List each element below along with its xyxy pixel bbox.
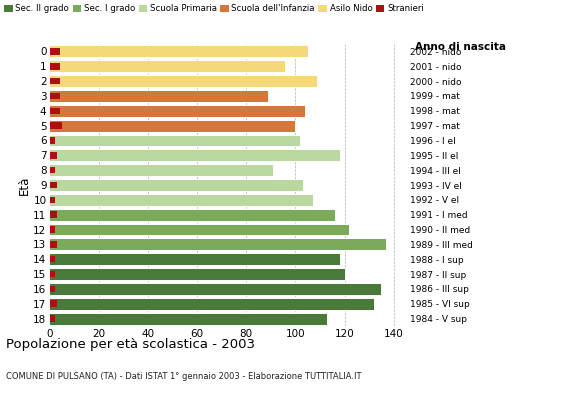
Bar: [50, 271, 55, 277]
Bar: [50, 241, 57, 248]
Bar: [50, 286, 55, 292]
Bar: [49, 105, 305, 117]
Bar: [50, 212, 57, 218]
Bar: [50, 48, 60, 55]
Bar: [49, 90, 268, 102]
Text: Anno di nascita: Anno di nascita: [415, 42, 506, 52]
Bar: [49, 194, 313, 206]
Bar: [49, 164, 273, 176]
Bar: [49, 60, 285, 72]
Bar: [50, 152, 57, 158]
Bar: [49, 253, 339, 265]
Bar: [50, 78, 60, 84]
Bar: [50, 256, 55, 262]
Bar: [49, 268, 345, 280]
Bar: [49, 313, 327, 324]
Bar: [50, 122, 62, 129]
Bar: [50, 167, 55, 174]
Legend: Sec. II grado, Sec. I grado, Scuola Primaria, Scuola dell'Infanzia, Asilo Nido, : Sec. II grado, Sec. I grado, Scuola Prim…: [4, 4, 424, 13]
Bar: [49, 209, 335, 221]
Bar: [49, 179, 303, 191]
Bar: [50, 63, 60, 70]
Bar: [49, 134, 300, 146]
Bar: [49, 75, 317, 87]
Bar: [50, 315, 55, 322]
Bar: [49, 224, 349, 236]
Text: COMUNE DI PULSANO (TA) - Dati ISTAT 1° gennaio 2003 - Elaborazione TUTTITALIA.IT: COMUNE DI PULSANO (TA) - Dati ISTAT 1° g…: [6, 372, 361, 381]
Bar: [50, 93, 60, 99]
Bar: [49, 149, 339, 161]
Bar: [50, 137, 55, 144]
Bar: [50, 226, 55, 233]
Text: Popolazione per età scolastica - 2003: Popolazione per età scolastica - 2003: [6, 338, 255, 351]
Y-axis label: Età: Età: [17, 175, 31, 195]
Bar: [49, 238, 386, 250]
Bar: [49, 298, 374, 310]
Bar: [50, 196, 55, 203]
Bar: [50, 300, 57, 307]
Bar: [49, 283, 382, 295]
Bar: [49, 46, 307, 57]
Bar: [49, 120, 295, 132]
Bar: [50, 108, 60, 114]
Bar: [50, 182, 57, 188]
